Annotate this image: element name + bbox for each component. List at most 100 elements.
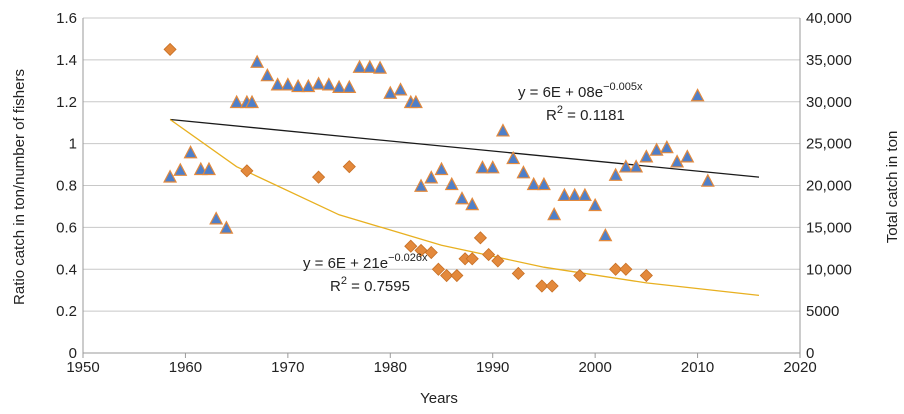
triangle-point bbox=[618, 159, 633, 173]
triangle-point bbox=[649, 142, 664, 156]
triangle-point bbox=[629, 159, 644, 173]
diamond-point bbox=[609, 262, 623, 276]
triangle-point bbox=[588, 197, 603, 212]
diamond-point bbox=[240, 164, 254, 178]
triangle-point bbox=[183, 145, 198, 159]
y-right-tick-label: 10,000 bbox=[806, 261, 852, 278]
triangle-point bbox=[598, 227, 613, 242]
triangle-point bbox=[193, 161, 208, 176]
triangle-point bbox=[526, 176, 541, 191]
diamond-point bbox=[573, 268, 587, 283]
trendline-1 bbox=[170, 118, 760, 178]
x-tick-label: 1980 bbox=[374, 359, 407, 376]
trendlines bbox=[169, 118, 760, 297]
data-points bbox=[163, 42, 715, 293]
tick-labels: 0 0 0.2 5000 0.4 10,000 0.6 15,000 0.8 20,000 1 25,… bbox=[56, 10, 852, 376]
triangle-point bbox=[485, 160, 500, 174]
triangle-point bbox=[270, 77, 285, 91]
trendline-1-r2: R2 = 0.1181 bbox=[546, 104, 625, 124]
triangle-point bbox=[536, 176, 551, 191]
triangle-point bbox=[567, 187, 582, 202]
triangle-point bbox=[659, 140, 674, 154]
y-axis-left-title: Ratio catch in ton/number of fishers bbox=[11, 69, 28, 305]
triangle-point bbox=[209, 211, 224, 225]
trendline-2-equation: y = 6E + 21e−0.026x bbox=[303, 252, 428, 272]
diamond-point bbox=[465, 252, 479, 266]
triangle-point bbox=[516, 165, 531, 179]
diamond-point bbox=[431, 262, 445, 276]
triangle-point bbox=[219, 220, 234, 234]
trendline-1-equation: y = 6E + 08e−0.005x bbox=[518, 81, 643, 101]
triangle-point bbox=[454, 191, 469, 205]
triangle-point bbox=[173, 162, 188, 176]
triangle-point bbox=[245, 94, 260, 109]
triangle-point bbox=[495, 123, 510, 137]
y-left-tick-label: 0.4 bbox=[56, 261, 77, 278]
triangle-point bbox=[163, 169, 178, 183]
diamond-point bbox=[535, 279, 549, 293]
y-right-tick-label: 25,000 bbox=[806, 136, 852, 153]
y-right-tick-label: 30,000 bbox=[806, 94, 852, 111]
x-tick-label: 2010 bbox=[681, 359, 714, 376]
diamond-point bbox=[450, 268, 464, 283]
x-tick-label: 2000 bbox=[578, 359, 611, 376]
y-left-tick-label: 0.6 bbox=[56, 219, 77, 236]
diamond-point bbox=[414, 243, 428, 257]
y-left-tick-label: 1.2 bbox=[56, 94, 77, 111]
x-tick-label: 1970 bbox=[271, 359, 304, 376]
triangle-point bbox=[557, 187, 572, 202]
diamond-point bbox=[619, 262, 633, 276]
triangle-point bbox=[680, 149, 695, 163]
triangle-point bbox=[577, 187, 592, 202]
y-right-tick-label: 0 bbox=[806, 345, 814, 362]
triangle-point bbox=[229, 94, 244, 109]
diamond-point bbox=[491, 254, 505, 268]
triangle-point bbox=[475, 160, 490, 174]
triangle-point bbox=[260, 68, 275, 82]
triangle-point bbox=[291, 78, 306, 93]
triangle-point bbox=[342, 79, 357, 93]
y-left-tick-label: 1.6 bbox=[56, 10, 77, 27]
y-axis-right-title: Total catch in ton bbox=[884, 131, 901, 244]
triangle-point bbox=[444, 176, 459, 191]
diamond-point bbox=[163, 42, 177, 56]
triangle-point bbox=[201, 161, 216, 176]
diamond-point bbox=[424, 245, 438, 260]
y-right-tick-label: 20,000 bbox=[806, 178, 852, 195]
diamond-point bbox=[473, 231, 487, 245]
x-tick-label: 1960 bbox=[169, 359, 202, 376]
triangle-point bbox=[670, 154, 685, 168]
triangle-point bbox=[690, 88, 705, 102]
triangle-point bbox=[332, 79, 347, 93]
triangle-point bbox=[608, 167, 623, 181]
triangle-point bbox=[465, 196, 480, 211]
y-left-tick-label: 1.4 bbox=[56, 52, 77, 69]
triangle-point bbox=[424, 170, 439, 184]
diamond-point bbox=[312, 170, 326, 184]
diamond-point bbox=[639, 268, 653, 283]
triangle-point bbox=[393, 82, 408, 96]
triangle-point bbox=[414, 178, 429, 192]
y-right-tick-label: 5000 bbox=[806, 303, 839, 320]
triangle-point bbox=[321, 77, 336, 91]
triangle-point bbox=[434, 161, 449, 176]
triangle-point bbox=[311, 76, 326, 90]
diamond-point bbox=[482, 248, 496, 262]
triangle-point bbox=[408, 94, 423, 109]
y-right-tick-label: 15,000 bbox=[806, 219, 852, 236]
y-left-tick-label: 0.8 bbox=[56, 178, 77, 195]
x-tick-label: 2020 bbox=[783, 359, 816, 376]
triangle-point bbox=[547, 207, 562, 221]
x-tick-label: 1990 bbox=[476, 359, 509, 376]
y-left-tick-label: 1 bbox=[69, 136, 77, 153]
triangle-point bbox=[362, 59, 377, 73]
triangle-point bbox=[506, 150, 521, 165]
y-right-tick-label: 35,000 bbox=[806, 52, 852, 69]
triangle-point bbox=[383, 85, 398, 99]
trendline-2 bbox=[169, 118, 760, 297]
diamond-point bbox=[342, 160, 356, 174]
triangle-point bbox=[280, 77, 295, 91]
x-axis-title: Years bbox=[420, 390, 458, 407]
triangle-point bbox=[301, 78, 316, 93]
